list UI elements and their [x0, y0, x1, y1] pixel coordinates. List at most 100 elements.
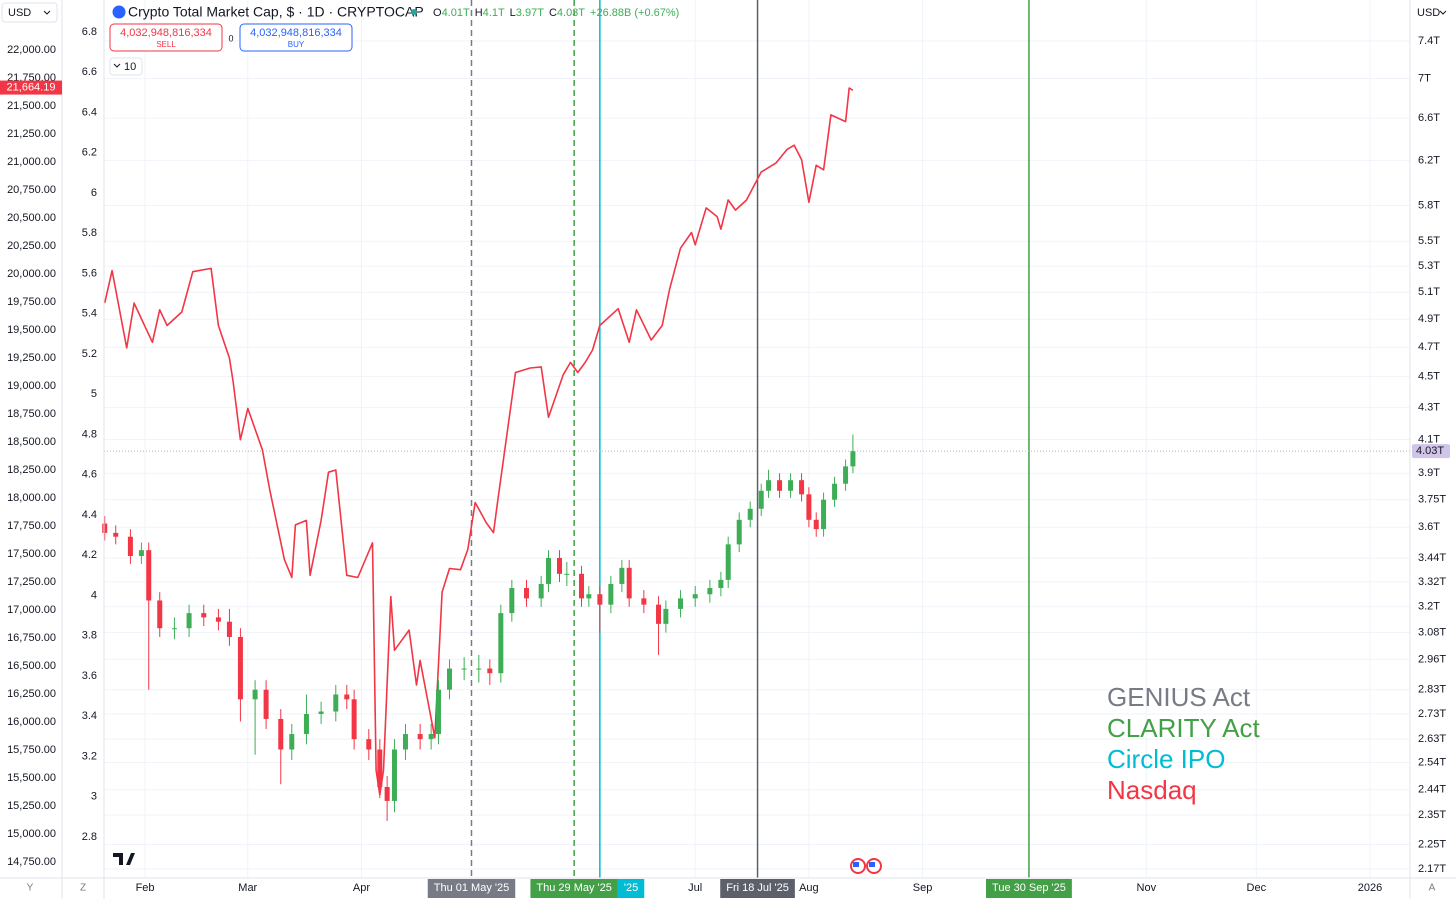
buy-label[interactable]: BUY — [288, 40, 305, 49]
y-tick-label: 17,250.00 — [7, 576, 56, 588]
y-tick-label: 21,000.00 — [7, 156, 56, 168]
y2-tick-label: 2.44T — [1418, 784, 1446, 796]
candle-body — [758, 490, 764, 509]
candle-body — [435, 689, 441, 735]
candle-body — [725, 544, 731, 580]
candle-body — [487, 668, 493, 674]
candle-body — [821, 499, 827, 530]
x-tick-label: Sep — [913, 882, 933, 894]
y-tick-label: 19,750.00 — [7, 296, 56, 308]
candle-body — [252, 689, 258, 700]
candle-body — [157, 600, 163, 629]
candle-body — [678, 598, 684, 609]
y2-tick-label: 2.54T — [1418, 757, 1446, 769]
y2-tick-label: 2.17T — [1418, 863, 1446, 875]
currency[interactable]: USD — [8, 7, 31, 19]
event-date-label: Fri 18 Jul '25 — [726, 882, 789, 894]
indicators-toggle[interactable] — [109, 57, 143, 76]
y-tick-label: 16,500.00 — [7, 660, 56, 672]
y-tick-label: 21,250.00 — [7, 128, 56, 140]
candle-body — [377, 749, 383, 788]
annotation: Circle IPO — [1107, 744, 1225, 774]
y2-tick-label: 3.6T — [1418, 521, 1440, 533]
tradingview-logo[interactable] — [113, 853, 135, 865]
event-date-label-bg — [427, 879, 516, 898]
x-tick-label: Mar — [238, 882, 257, 894]
y2-tick-label: 4.7T — [1418, 341, 1440, 353]
scale-button[interactable]: Z — [80, 883, 86, 894]
y-tick-label: 20,750.00 — [7, 184, 56, 196]
candle-body — [626, 567, 632, 599]
y2-tick-label: 4.1T — [1418, 433, 1440, 445]
candle-body — [138, 550, 144, 556]
candle-body — [788, 480, 794, 491]
ohlc-key: H — [475, 7, 483, 19]
y3-tick-label: 6 — [91, 187, 97, 199]
indicators-count[interactable]: 10 — [124, 61, 136, 73]
y-tick-label: 19,250.00 — [7, 352, 56, 364]
y2-tick-label: 7T — [1418, 72, 1431, 84]
x-tick-label: 2026 — [1358, 882, 1382, 894]
ohlc-key: O — [433, 7, 442, 19]
scale-button[interactable]: A — [1429, 883, 1436, 894]
candle-body — [777, 480, 783, 491]
sell-label[interactable]: SELL — [156, 40, 176, 49]
x-tick-label: Dec — [1247, 882, 1267, 894]
spread: 0 — [228, 33, 233, 43]
candle-body — [538, 583, 544, 599]
y2-tick-label: 3.2T — [1418, 601, 1440, 613]
event-date-label: Tue 30 Sep '25 — [992, 882, 1066, 894]
y2-tick-label: 3.9T — [1418, 467, 1440, 479]
y-tick-label: 17,000.00 — [7, 604, 56, 616]
y-tick-label: 17,500.00 — [7, 548, 56, 560]
y-tick-label: 18,750.00 — [7, 408, 56, 420]
candle-body — [344, 694, 350, 700]
flag-detail — [853, 862, 859, 867]
y3-tick-label: 6.2 — [82, 147, 97, 159]
candle-body — [557, 557, 563, 574]
candle-body — [546, 557, 552, 584]
sell-price[interactable]: 4,032,948,816,334 — [120, 27, 212, 39]
y2-tick-label: 2.25T — [1418, 838, 1446, 850]
y-tick-label: 16,750.00 — [7, 632, 56, 644]
last-price-label: 21,664.19 — [7, 81, 56, 93]
candle-body — [146, 550, 152, 601]
candle-body — [692, 594, 698, 599]
candle-body — [226, 621, 232, 637]
candle-body — [303, 713, 309, 735]
scale-button[interactable]: Y — [27, 883, 34, 894]
y3-tick-label: 4 — [91, 589, 97, 601]
event-date-label-bg — [720, 879, 795, 898]
y3-tick-label: 4.6 — [82, 469, 97, 481]
last-price-bg — [1412, 444, 1450, 459]
y2-tick-label: 5.5T — [1418, 235, 1440, 247]
annotation: GENIUS Act — [1107, 682, 1251, 712]
candle-body — [171, 628, 177, 630]
sell-button[interactable] — [109, 23, 223, 52]
y3-tick-label: 5 — [91, 388, 97, 400]
buy-price[interactable]: 4,032,948,816,334 — [250, 27, 342, 39]
y-tick-label: 20,500.00 — [7, 212, 56, 224]
chevron — [1439, 10, 1447, 15]
y-tick-label: 16,250.00 — [7, 688, 56, 700]
buy-button[interactable] — [239, 23, 353, 52]
x-tick-label: Apr — [353, 882, 370, 894]
currency-button[interactable] — [1, 2, 58, 23]
right-currency[interactable]: USD — [1417, 7, 1440, 19]
candle-body — [832, 483, 838, 500]
ohlc: O4.01T H4.1T L3.97T C4.03T +26.88B (+0.67%) — [433, 7, 679, 19]
y3-tick-label: 3.8 — [82, 630, 97, 642]
y2-tick-label: 7.4T — [1418, 35, 1440, 47]
y2-tick-label: 6.6T — [1418, 112, 1440, 124]
x-tick-label: Aug — [799, 882, 819, 894]
y2-tick-label: 5.1T — [1418, 286, 1440, 298]
candle-body — [806, 494, 812, 520]
candle-body — [333, 694, 339, 712]
event-date-label: Thu 29 May '25 — [536, 882, 611, 894]
last-price-label: 4.03T — [1416, 445, 1444, 457]
candle-body — [843, 466, 849, 484]
symbol-title[interactable]: Crypto Total Market Cap, $ · 1D · CRYPTO… — [128, 4, 424, 20]
y-tick-label: 18,250.00 — [7, 464, 56, 476]
